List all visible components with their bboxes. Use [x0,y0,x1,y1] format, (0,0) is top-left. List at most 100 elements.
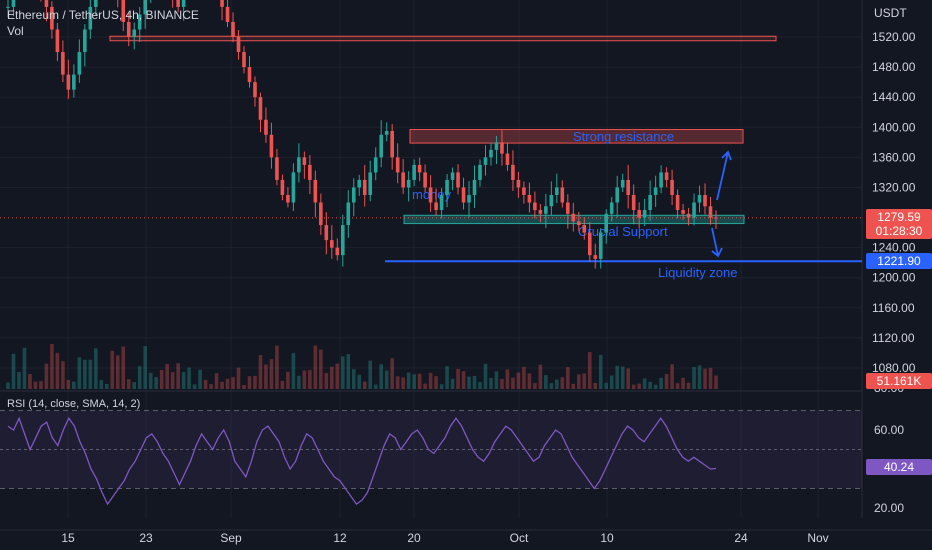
candle-body [708,206,713,218]
volume-bar [17,372,21,389]
rsi-pane [0,410,862,506]
candle-body [225,6,230,22]
volume-bar [220,381,224,389]
candle-body [461,187,466,203]
volume-bar [681,377,685,389]
volume-bar [176,363,180,389]
candle-body [582,225,587,233]
volume-bar [533,383,537,389]
candle-body [423,172,427,188]
price-tick-label: 1160.00 [872,301,915,315]
volume-bar [505,369,510,389]
volume-bar [50,343,54,389]
volume-bar [286,371,290,389]
candle-body [609,202,614,214]
volume-bar [187,367,191,389]
candle-body [351,187,356,203]
price-tick-label: 1320.00 [872,180,916,194]
candle-body [549,194,554,207]
candle-body [132,29,137,37]
price-tick-label: 1080.00 [872,361,916,375]
candle-body [340,225,345,256]
volume-bar [33,381,38,389]
volume-bar [401,377,405,389]
volume-bar [549,383,554,389]
candle-body [126,21,131,37]
candle-body [220,0,224,7]
volume-bar [214,373,219,389]
candle-body [121,0,126,22]
volume-legend[interactable]: Vol [7,24,24,38]
volume-bar [390,358,394,389]
volume-bar [28,374,32,389]
candle-body [88,6,93,30]
candle-body [412,164,416,180]
volume-bar [576,374,581,389]
candle-body [297,157,301,173]
rsi-value-tag: 40.24 [866,459,932,475]
candle-body [50,6,54,30]
candle-body [637,210,641,218]
volume-bar [445,366,449,389]
volume-bar [170,372,175,389]
volume-bar [330,366,334,389]
candle-body [670,179,674,195]
volume-bar [456,368,460,389]
volume-bar [324,373,329,389]
volume-bar [631,384,636,389]
volume-bar [247,376,252,389]
volume-bar [664,374,669,389]
candle-body [555,187,559,195]
candle-body [324,225,329,241]
candle-body [390,131,394,158]
strong-resistance-zone [409,129,744,144]
rsi-legend[interactable]: RSI (14, close, SMA, 14, 2) [7,398,141,410]
volume-bar [198,369,202,389]
volume-bar [642,378,647,389]
volume-bar [379,364,384,389]
volume-bar [88,359,93,389]
symbol-legend[interactable]: Ethereum / TetherUS, 4h, BINANCE [7,8,199,22]
volume-tag: 51.161K [866,373,932,389]
volume-bar [203,379,208,389]
volume-bar [275,345,279,389]
candle-body [72,74,76,90]
volume-bar [6,382,10,389]
volume-bar [412,374,416,389]
candle-body [66,74,71,90]
volume-bar [428,372,433,389]
volume-bar [373,384,378,389]
candle-body [379,134,384,158]
candle-body [576,221,581,226]
volume-bar [335,363,340,389]
volume-bar [55,352,60,389]
volume-bar [357,374,362,389]
volume-bar [708,367,713,389]
candle-body [269,134,274,158]
volume-bar [384,370,389,389]
candle-body [143,0,148,15]
volume-bar [99,380,104,389]
candle-body [439,194,444,211]
time-tick-label: Oct [510,531,529,545]
candle-body [626,179,630,195]
volume-bar [653,384,658,389]
candle-body [483,157,488,165]
candle-body [478,164,482,180]
volume-bar [362,381,367,389]
candle-body [247,67,252,83]
candle-body [368,172,373,195]
volume-bar [566,367,570,389]
price-tick-label: 1360.00 [872,150,916,164]
candle-body [11,0,16,7]
volume-bar [39,381,43,389]
candle-body [176,0,180,7]
candle-body [6,6,10,8]
volume-bar [72,381,76,389]
candle-body [604,213,609,233]
volume-bar [609,375,614,389]
candle-body [395,157,400,173]
volume-bar [527,373,532,389]
candle-body [231,21,235,37]
